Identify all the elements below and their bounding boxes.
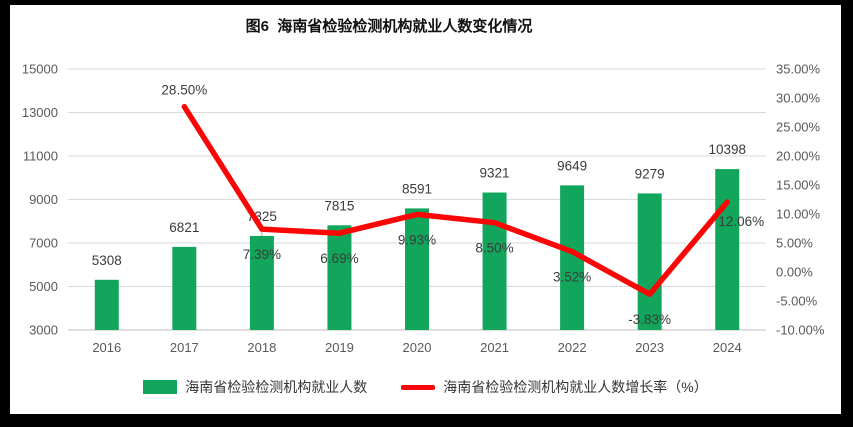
bar-value-label: 9321 [480,166,510,181]
y-axis-left-tick: 7000 [29,236,58,251]
line-value-label: -3.83% [628,312,671,327]
y-axis-right-tick: 10.00% [776,207,821,222]
x-axis-tick: 2017 [170,340,199,355]
legend-label-growth-rate: 海南省检验检测机构就业人数增长率（%） [443,379,708,395]
x-axis-tick: 2018 [247,340,276,355]
bar-2018 [249,235,274,330]
chart-title: 图6 海南省检验检测机构就业人数变化情况 [245,18,533,35]
y-axis-left-tick: 5000 [29,279,58,294]
y-axis-right-tick: 5.00% [776,236,813,251]
y-axis-right-tick: 20.00% [776,149,821,164]
line-legend-swatch-icon [401,384,436,390]
bar-value-label: 8591 [402,181,432,196]
bar-value-label: 9279 [635,166,665,181]
y-axis-right-tick: -5.00% [776,294,818,309]
bar-2017 [172,246,197,330]
x-axis-tick: 2021 [480,340,509,355]
line-value-label: 6.69% [320,251,358,266]
y-axis-left-tick: 9000 [29,192,58,207]
y-axis-right-tick: -10.00% [776,323,825,338]
chart-svg: 15000 13000 11000 9000 7000 5000 3000 35.00% 30.… [22,62,825,356]
line-value-label: 28.50% [161,83,207,98]
x-axis-tick: 2024 [713,340,742,355]
legend-item-growth-rate: 海南省检验检测机构就业人数增长率（%） [401,377,708,397]
bar-2020 [405,208,429,330]
legend: 海南省检验检测机构就业人数 海南省检验检测机构就业人数增长率（%） [10,377,841,397]
bar-legend-swatch-icon [143,380,178,394]
bar-2016 [94,279,119,330]
y-axis-left-tick: 11000 [23,149,58,164]
y-axis-right-tick: 30.00% [776,91,821,106]
bar-value-label: 6821 [169,220,199,235]
line-value-label: 9.93% [398,232,436,247]
legend-item-employment: 海南省检验检测机构就业人数 [143,377,367,397]
bar-2023 [637,193,662,330]
y-axis-left-tick: 13000 [22,105,58,120]
bar-2024 [715,169,740,330]
legend-label-employment: 海南省检验检测机构就业人数 [185,379,368,395]
bar-2019 [327,225,352,330]
y-axis-right-tick: 15.00% [776,178,821,193]
line-value-label: 8.50% [475,241,513,256]
line-value-label: 12.06% [718,214,764,229]
y-axis-left-tick: 15000 [22,62,58,77]
line-value-label: 3.52% [553,270,591,285]
y-axis-right-tick: 0.00% [776,265,813,280]
bar-value-label: 10398 [708,142,746,157]
line-value-label: 7.39% [243,247,281,262]
x-axis-tick: 2022 [558,340,587,355]
x-axis-tick: 2020 [403,340,432,355]
x-axis-tick: 2016 [92,340,121,355]
bar-value-label: 5308 [92,253,122,268]
x-axis-tick: 2023 [635,340,664,355]
growth-rate-line [181,103,730,297]
bar-2021 [482,192,507,330]
bar-value-label: 7815 [324,198,354,213]
y-axis-right-tick: 25.00% [776,120,821,135]
y-axis-right-tick: 35.00% [776,62,821,77]
bar-value-label: 9649 [557,158,587,173]
y-axis-left-tick: 3000 [29,323,58,338]
x-axis-tick: 2019 [325,340,354,355]
